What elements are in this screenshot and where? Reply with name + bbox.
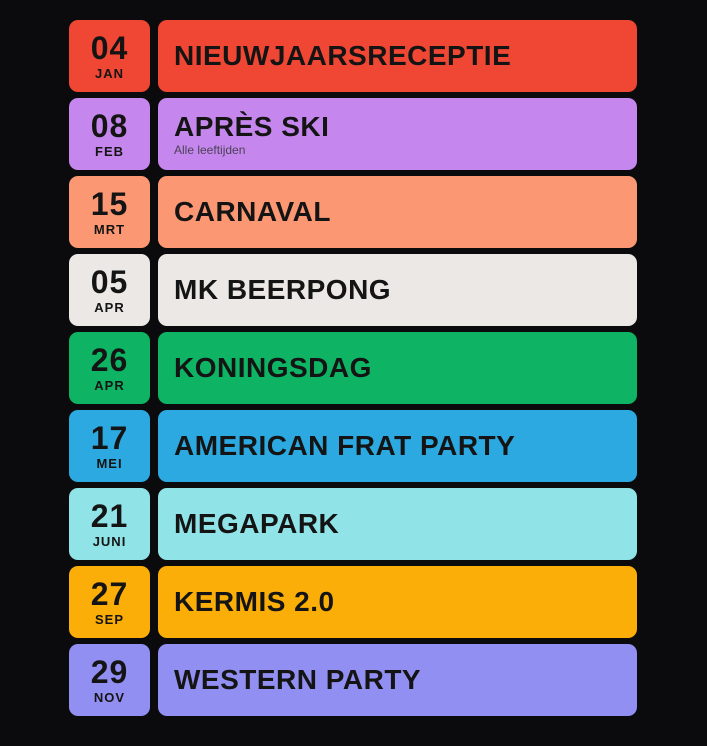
event-title: WESTERN PARTY: [174, 664, 422, 696]
event-month: SEP: [94, 612, 124, 627]
event-row: 29 NOV WESTERN PARTY: [69, 644, 637, 716]
event-title: NIEUWJAARSRECEPTIE: [174, 40, 512, 72]
event-row: 15 MRT CARNAVAL: [69, 176, 637, 248]
event-bar: APRÈS SKI Alle leeftijden: [158, 98, 637, 170]
event-bar: NIEUWJAARSRECEPTIE: [158, 20, 637, 92]
event-title: MK BEERPONG: [174, 274, 392, 306]
event-title: APRÈS SKI: [174, 111, 330, 143]
event-row: 04 JAN NIEUWJAARSRECEPTIE: [69, 20, 637, 92]
event-date-box: 05 APR: [69, 254, 150, 326]
event-month: JAN: [94, 66, 124, 81]
event-subtitle: Alle leeftijden: [174, 142, 246, 157]
event-date-box: 04 JAN: [69, 20, 150, 92]
event-date-box: 17 MEI: [69, 410, 150, 482]
event-bar: MK BEERPONG: [158, 254, 637, 326]
event-month: JUNI: [92, 534, 127, 549]
event-row: 21 JUNI MEGAPARK: [69, 488, 637, 560]
event-title: AMERICAN FRAT PARTY: [174, 430, 516, 462]
event-row: 26 APR KONINGSDAG: [69, 332, 637, 404]
event-day: 21: [90, 498, 129, 534]
event-month: FEB: [95, 144, 124, 159]
event-date-box: 27 SEP: [69, 566, 150, 638]
event-date-box: 08 FEB: [69, 98, 150, 170]
event-date-box: 29 NOV: [69, 644, 150, 716]
event-day: 29: [90, 654, 129, 690]
event-month: MEI: [96, 456, 123, 471]
event-bar: AMERICAN FRAT PARTY: [158, 410, 637, 482]
event-month: APR: [94, 300, 125, 315]
event-month: MRT: [93, 222, 126, 237]
event-row: 08 FEB APRÈS SKI Alle leeftijden: [69, 98, 637, 170]
event-day: 15: [90, 186, 129, 222]
event-day: 17: [90, 420, 129, 456]
event-bar: WESTERN PARTY: [158, 644, 637, 716]
event-month: NOV: [93, 690, 126, 705]
event-day: 08: [90, 108, 129, 144]
event-date-box: 21 JUNI: [69, 488, 150, 560]
event-day: 27: [90, 576, 129, 612]
event-calendar: 04 JAN NIEUWJAARSRECEPTIE 08 FEB APRÈS S…: [69, 20, 637, 716]
event-bar: CARNAVAL: [158, 176, 637, 248]
event-row: 27 SEP KERMIS 2.0: [69, 566, 637, 638]
event-day: 05: [90, 264, 129, 300]
event-row: 17 MEI AMERICAN FRAT PARTY: [69, 410, 637, 482]
event-title: CARNAVAL: [174, 196, 331, 228]
event-date-box: 15 MRT: [69, 176, 150, 248]
event-title: KONINGSDAG: [174, 352, 372, 384]
event-month: APR: [94, 378, 125, 393]
event-date-box: 26 APR: [69, 332, 150, 404]
event-bar: KERMIS 2.0: [158, 566, 637, 638]
event-row: 05 APR MK BEERPONG: [69, 254, 637, 326]
event-day: 26: [90, 342, 129, 378]
event-title: MEGAPARK: [174, 508, 340, 540]
event-title: KERMIS 2.0: [174, 586, 335, 618]
event-day: 04: [90, 30, 129, 66]
event-bar: KONINGSDAG: [158, 332, 637, 404]
event-bar: MEGAPARK: [158, 488, 637, 560]
